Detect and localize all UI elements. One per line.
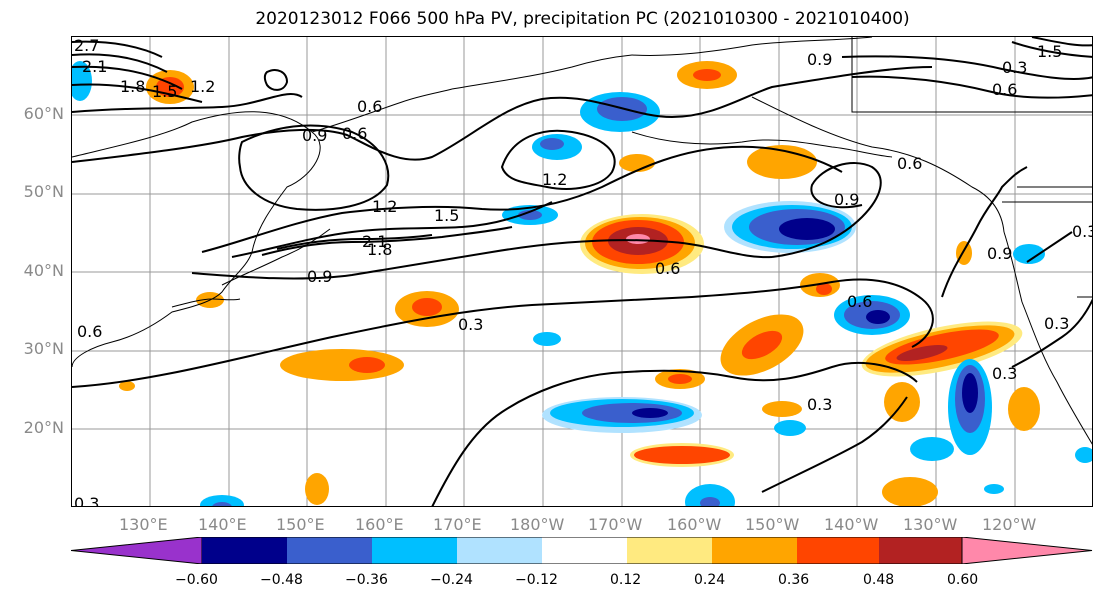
contour-label: 2.7 (74, 37, 99, 55)
lon-label: 130°E (119, 515, 168, 534)
colorbar (71, 537, 1093, 564)
contour-label: 0.3 (458, 315, 483, 334)
pv-contours (72, 37, 1092, 506)
colorbar-segment (961, 537, 1093, 564)
lat-label: 40°N (23, 261, 64, 280)
contour-label: 0.6 (897, 154, 922, 173)
contour-label: 0.6 (342, 124, 367, 143)
contour-label: 1.5 (152, 82, 177, 101)
coastlines (72, 37, 1092, 445)
contour-label: 0.9 (307, 267, 332, 286)
colorbar-segment (457, 537, 542, 564)
lon-label: 180°W (510, 515, 565, 534)
colorbar-segment (202, 537, 287, 564)
lon-label: 170°W (588, 515, 643, 534)
contour-label: 0.3 (74, 494, 99, 507)
contour-label: 0.9 (302, 126, 327, 145)
contour-label: 0.3 (1072, 222, 1093, 241)
colorbar-segment (879, 537, 962, 564)
contour-label: 1.2 (372, 197, 397, 216)
lat-label: 50°N (23, 182, 64, 201)
colorbar-segment (372, 537, 457, 564)
colorbar-tick: 0.12 (610, 572, 642, 588)
colorbar-segment (287, 537, 372, 564)
colorbar-tick: −0.60 (175, 572, 218, 588)
lon-label: 120°W (982, 515, 1037, 534)
colorbar-tick: −0.36 (345, 572, 388, 588)
contour-label: 1.5 (1037, 42, 1062, 61)
contour-label: 2.1 (362, 232, 387, 251)
contour-label: 0.9 (834, 190, 859, 209)
lon-label: 160°W (667, 515, 722, 534)
contour-label: 0.3 (1002, 58, 1027, 77)
contour-label: 2.1 (82, 57, 107, 76)
colorbar-segment (71, 537, 203, 564)
colorbar-tick: 0.24 (694, 572, 726, 588)
colorbar-tick: 0.60 (947, 572, 979, 588)
contour-label: 0.3 (807, 395, 832, 414)
lon-label: 140°E (198, 515, 247, 534)
contour-label: 1.2 (190, 77, 215, 96)
contour-label: 0.3 (992, 364, 1017, 383)
chart-title: 2020123012 F066 500 hPa PV, precipitatio… (255, 9, 910, 29)
precip-shading (72, 61, 1092, 506)
contour-label: 0.3 (1044, 314, 1069, 333)
contour-label: 0.9 (807, 50, 832, 69)
contour-labels: 2.7 2.1 1.8 1.5 1.2 0.9 0.6 0.6 1.2 1.2 … (74, 37, 1093, 507)
contour-label: 1.8 (120, 77, 145, 96)
lat-label: 30°N (23, 339, 64, 358)
contour-label: 0.6 (992, 80, 1017, 99)
colorbar-segment (542, 537, 627, 564)
map-canvas: 2.7 2.1 1.8 1.5 1.2 0.9 0.6 0.6 1.2 1.2 … (72, 37, 1093, 507)
contour-label: 1.8 (367, 240, 392, 259)
lat-label: 20°N (23, 418, 64, 437)
lon-label: 150°E (276, 515, 325, 534)
lon-label: 150°W (745, 515, 800, 534)
colorbar-tick: −0.24 (430, 572, 473, 588)
contour-label: 0.9 (987, 244, 1012, 263)
colorbar-tick: 0.48 (863, 572, 895, 588)
lon-label: 130°W (903, 515, 958, 534)
contour-label: 0.6 (847, 292, 872, 311)
colorbar-segment (627, 537, 712, 564)
lon-label: 140°W (824, 515, 879, 534)
contour-label: 0.6 (77, 322, 102, 341)
colorbar-segment (797, 537, 879, 564)
contour-label: 0.6 (655, 259, 680, 278)
lat-label: 60°N (23, 104, 64, 123)
contour-label: 1.5 (434, 206, 459, 225)
lon-label: 170°E (433, 515, 482, 534)
colorbar-segment (712, 537, 797, 564)
lon-label: 160°E (355, 515, 404, 534)
map-frame[interactable]: 2.7 2.1 1.8 1.5 1.2 0.9 0.6 0.6 1.2 1.2 … (71, 36, 1093, 507)
colorbar-tick: −0.12 (515, 572, 558, 588)
colorbar-tick: −0.48 (260, 572, 303, 588)
contour-label: 0.6 (357, 97, 382, 116)
colorbar-tick: 0.36 (778, 572, 810, 588)
contour-label: 1.2 (542, 170, 567, 189)
